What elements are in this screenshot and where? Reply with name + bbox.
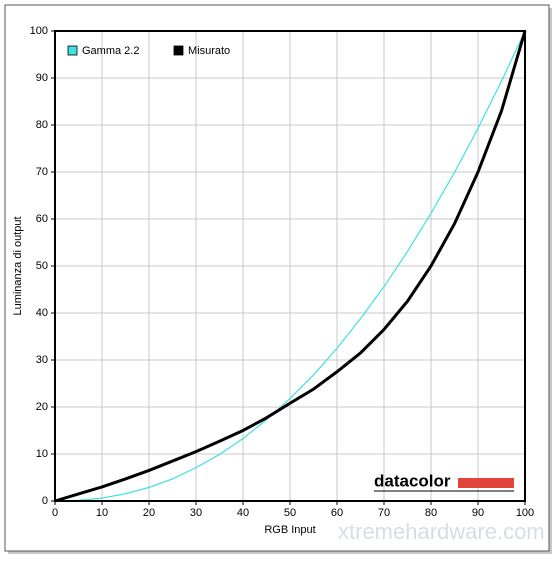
x-tick-label: 50 <box>284 507 296 519</box>
y-tick-label: 80 <box>36 119 48 131</box>
frame <box>4 4 550 552</box>
x-tick-label: 70 <box>378 507 390 519</box>
x-axis-label: RGB Input <box>264 524 315 536</box>
legend-swatch <box>173 45 184 56</box>
y-tick-label: 70 <box>36 166 48 178</box>
x-tick-label: 90 <box>472 507 484 519</box>
y-tick-label: 60 <box>36 213 48 225</box>
lines <box>54 30 527 503</box>
series-line <box>54 30 527 503</box>
x-tick-label: 100 <box>516 507 534 519</box>
y-tick-label: 10 <box>36 448 48 460</box>
logo-text: datacolor <box>374 471 451 490</box>
x-tick-label: 20 <box>143 507 155 519</box>
legend-label: Misurato <box>188 45 230 57</box>
x-tick-label: 30 <box>190 507 202 519</box>
y-tick-label: 20 <box>36 401 48 413</box>
y-tick-label: 30 <box>36 354 48 366</box>
y-tick-label: 90 <box>36 72 48 84</box>
watermark: xtremehardware.com <box>338 519 545 544</box>
x-tick-label: 80 <box>425 507 437 519</box>
x-tick-label: 10 <box>96 507 108 519</box>
y-tick-label: 0 <box>42 495 48 507</box>
legend-label: Gamma 2.2 <box>82 45 139 57</box>
y-tick-label: 40 <box>36 307 48 319</box>
series-line <box>54 30 526 502</box>
x-tick-label: 40 <box>237 507 249 519</box>
logo-bar <box>458 478 514 488</box>
y-axis-label: Luminanza di output <box>12 216 24 315</box>
legend-swatch <box>67 45 78 56</box>
x-tick-label: 0 <box>52 507 58 519</box>
plot-border <box>54 30 526 502</box>
y-tick-label: 50 <box>36 260 48 272</box>
y-tick-label: 100 <box>30 25 48 37</box>
x-tick-label: 60 <box>331 507 343 519</box>
